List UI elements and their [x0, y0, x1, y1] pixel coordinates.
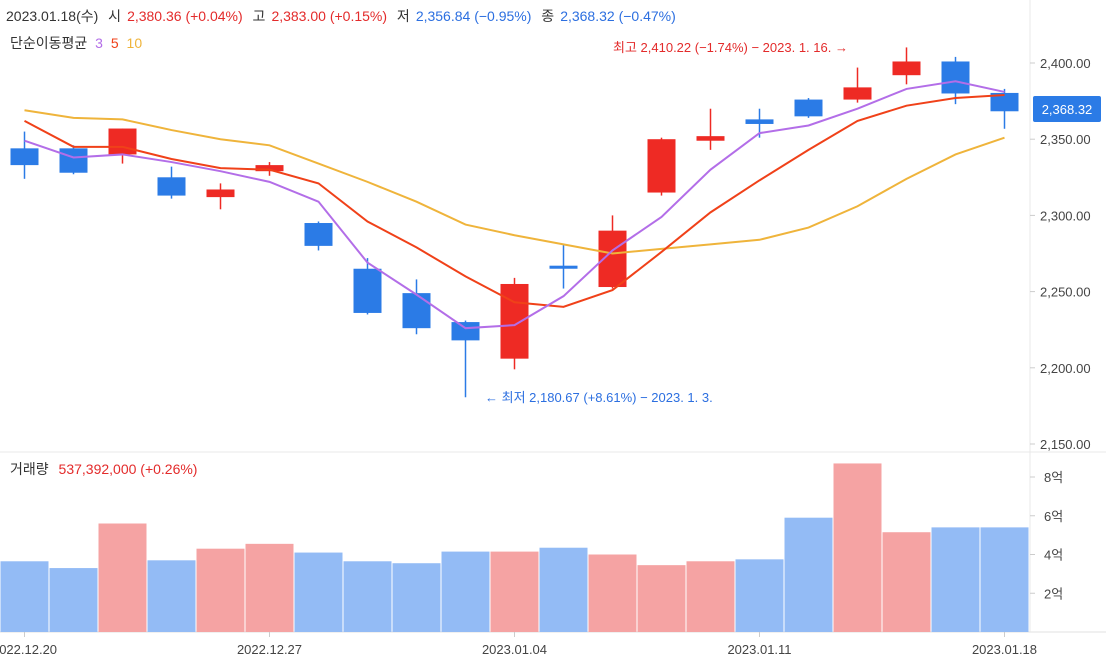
volume-bar [931, 527, 980, 632]
volume-bar [686, 561, 735, 632]
price-tick-label: 2,150.00 [1040, 437, 1091, 452]
candle-body [794, 99, 823, 117]
volume-tick-label: 4억 [1044, 548, 1063, 563]
low-label: 저 [396, 8, 410, 24]
candle-body [353, 268, 382, 313]
candle-body [10, 148, 39, 166]
candle-body [108, 128, 137, 155]
current-price-label: 2,368.32 [1042, 102, 1093, 117]
candle-body [402, 293, 431, 329]
ma-legend-label: 단순이동평균 [10, 35, 88, 51]
volume-bar [49, 568, 98, 632]
volume-title: 거래량 537,392,000 (+0.26%) [10, 459, 203, 479]
volume-bar [343, 561, 392, 632]
low-annotation: ← 최저 2,180.67 (+8.61%) − 2023. 1. 3. [485, 390, 713, 405]
close-value: 2,368.32 (−0.47%) [560, 8, 676, 24]
volume-bar [392, 563, 441, 632]
candle-body [745, 119, 774, 124]
volume-bar [0, 561, 49, 632]
high-annotation: 최고 2,410.22 (−1.74%) − 2023. 1. 16. → [613, 40, 848, 55]
price-tick-label: 2,400.00 [1040, 56, 1091, 71]
candle-body [500, 283, 529, 359]
volume-bar [294, 552, 343, 632]
axes: 2,150.00 2,200.00 2,250.00 2,300.00 2,350.00… [0, 56, 1091, 657]
candle-body [941, 61, 970, 94]
volume-bar [196, 548, 245, 632]
volume-bar [490, 551, 539, 632]
candle-body [696, 136, 725, 141]
high-value: 2,383.00 (+0.15%) [271, 8, 388, 24]
ma5-line [24, 94, 1005, 308]
candle-body [255, 165, 284, 172]
volume-bar [735, 559, 784, 632]
volume-bar [833, 463, 882, 632]
price-info-bar: 2023.01.18(수) 시 2,380.36 (+0.04%) 고 2,383.… [6, 6, 682, 26]
current-price-badge [1033, 96, 1101, 122]
volume-tick-label: 6억 [1044, 509, 1063, 524]
price-tick-label: 2,350.00 [1040, 132, 1091, 147]
price-tick-label: 2,200.00 [1040, 361, 1091, 376]
x-tick-label: 2022.12.20 [0, 642, 57, 657]
volume-value: 537,392,000 (+0.26%) [58, 461, 198, 477]
volume-label: 거래량 [10, 461, 49, 477]
volume-bar [882, 532, 931, 632]
volume-bar [980, 527, 1029, 632]
volume-bars [0, 463, 1029, 632]
ma5-legend[interactable]: 5 [110, 35, 119, 51]
ma3-line [24, 80, 1005, 330]
candle-body [990, 92, 1019, 112]
x-tick-label: 2022.12.27 [237, 642, 302, 657]
price-tick-label: 2,300.00 [1040, 208, 1091, 223]
candle-body [647, 139, 676, 193]
x-tick-label: 2023.01.18 [972, 642, 1037, 657]
moving-average-legend: 단순이동평균 3 5 10 [10, 33, 146, 53]
volume-bar [147, 560, 196, 632]
high-label: 고 [252, 8, 266, 24]
candle-body [549, 265, 578, 269]
annotations: 최고 2,410.22 (−1.74%) − 2023. 1. 16. → ← … [485, 40, 1101, 405]
volume-tick-label: 2억 [1044, 586, 1063, 601]
price-tick-label: 2,250.00 [1040, 285, 1091, 300]
volume-bar [441, 551, 490, 632]
x-tick-label: 2023.01.04 [482, 642, 547, 657]
close-label: 종 [541, 8, 555, 24]
ma10-legend[interactable]: 10 [126, 35, 143, 51]
candle-body [892, 61, 921, 76]
candle-body [843, 87, 872, 100]
volume-bar [98, 523, 147, 632]
moving-average-lines [24, 80, 1005, 330]
low-value: 2,356.84 (−0.95%) [415, 8, 532, 24]
date-label: 2023.01.18(수) [6, 8, 99, 24]
candle-body [206, 189, 235, 198]
candle-body [451, 322, 480, 341]
volume-tick-label: 8억 [1044, 470, 1063, 485]
candles [10, 47, 1019, 398]
candle-body [59, 148, 88, 173]
volume-bar [784, 517, 833, 632]
candle-body [304, 223, 333, 246]
open-label: 시 [108, 8, 122, 24]
candle-body [157, 177, 186, 196]
volume-bar [637, 565, 686, 632]
ma3-legend[interactable]: 3 [95, 35, 103, 51]
volume-bar [245, 543, 294, 632]
volume-bar [539, 547, 588, 632]
volume-bar [588, 554, 637, 632]
open-value: 2,380.36 (+0.04%) [127, 8, 243, 24]
x-tick-label: 2023.01.11 [727, 642, 791, 657]
ma10-line [24, 109, 1005, 255]
